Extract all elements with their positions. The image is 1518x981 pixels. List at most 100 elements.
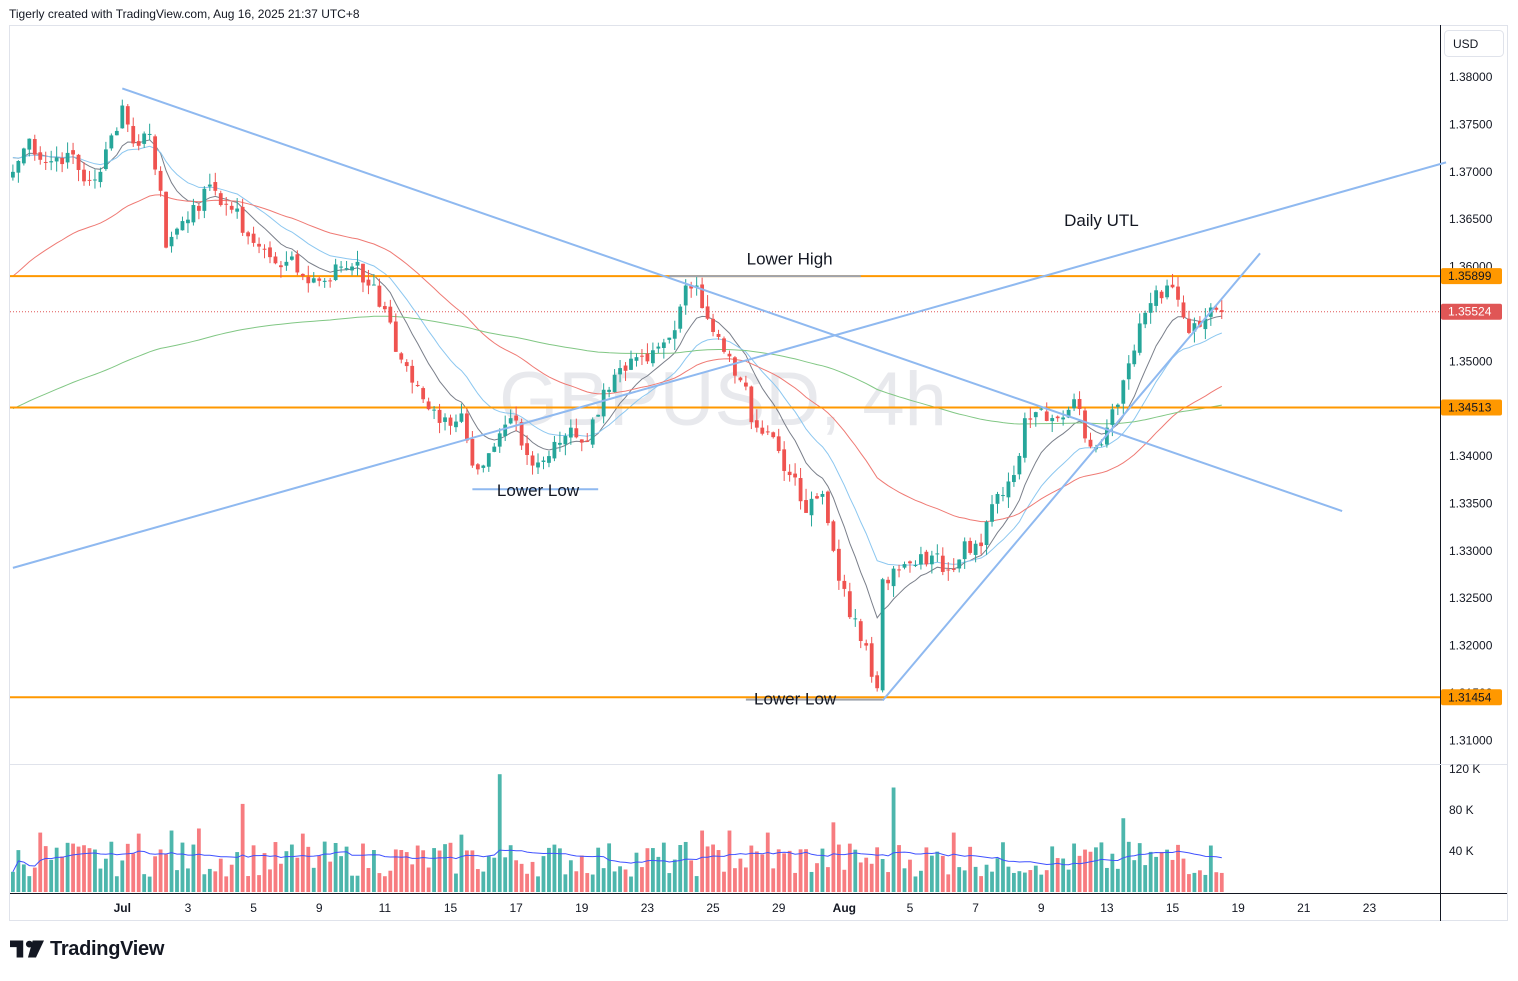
volume-tick-label: 120 K <box>1449 762 1480 776</box>
candle-body <box>700 284 705 309</box>
trendlines[interactable] <box>12 87 1447 702</box>
volume-bar <box>579 855 584 892</box>
volume-bar <box>700 830 705 892</box>
candle-body <box>590 419 595 445</box>
time-tick-label: 11 <box>379 901 392 915</box>
volume-bar <box>815 863 819 892</box>
volume-bar <box>1126 841 1131 892</box>
volume-bar <box>404 852 409 892</box>
candle-body <box>962 541 967 560</box>
candle-body <box>568 427 573 438</box>
candle-body <box>180 221 185 231</box>
volume-ma-line <box>12 849 1222 873</box>
candle-body <box>530 455 535 466</box>
candle-body <box>251 233 256 243</box>
volume-bar <box>1028 870 1033 892</box>
candle-body <box>268 247 272 258</box>
volume-bar <box>913 876 918 892</box>
volume-bar <box>448 842 453 892</box>
candle-body <box>11 171 15 178</box>
time-tick-label: 15 <box>444 901 458 915</box>
candle-body <box>432 409 436 411</box>
candle-body <box>415 384 420 387</box>
volume-bar <box>388 870 393 892</box>
volume-bar <box>426 867 431 892</box>
candle-body <box>995 493 1000 504</box>
aug-uptrend-trendline[interactable] <box>881 252 1261 702</box>
volume-bar <box>470 850 475 892</box>
candle-body <box>459 413 464 422</box>
price-tick-label: 1.32000 <box>1449 639 1493 653</box>
volume-bar <box>919 870 923 892</box>
candle-body <box>847 591 852 618</box>
candle-body <box>175 228 179 235</box>
candle-body <box>929 555 934 565</box>
volume-bar <box>229 864 234 892</box>
volume-bar <box>667 873 672 892</box>
candle-body <box>475 464 480 470</box>
volume-bar <box>1143 865 1148 892</box>
candle-body <box>601 389 606 417</box>
time-axis[interactable]: Jul 3 5 9 11 15 17 19 23 25 29 Aug 5 7 9 13 15 19 21 23 <box>114 901 1377 915</box>
volume-bar <box>1203 874 1208 892</box>
candle-body <box>760 427 765 434</box>
volume-bar <box>109 841 114 892</box>
volume-bar <box>311 867 316 892</box>
candle-body <box>864 643 869 646</box>
daily-utl-trendline[interactable] <box>12 161 1447 569</box>
annotation-label: Lower High <box>747 250 833 269</box>
candle-body <box>1039 408 1044 410</box>
price-axis[interactable]: 1.380001.375001.370001.365001.360001.355… <box>1441 70 1502 858</box>
volume-bar <box>908 859 912 892</box>
volume-bar <box>82 845 86 892</box>
volume-bar <box>826 867 830 892</box>
volume-bar <box>536 876 540 892</box>
candle-body <box>191 205 196 223</box>
candle-body <box>1176 286 1180 300</box>
current-price-badge <box>1441 303 1502 320</box>
candle-body <box>891 568 896 587</box>
candle-body <box>886 579 890 584</box>
candle-body <box>503 424 508 437</box>
volume-bar <box>694 876 699 892</box>
candle-body <box>213 182 218 191</box>
candle-body <box>98 171 103 183</box>
candle-body <box>147 133 152 135</box>
volume-bar <box>962 870 967 892</box>
candle-body <box>596 414 601 417</box>
candle-body <box>1044 411 1049 421</box>
volume-bar <box>1214 872 1219 892</box>
candle-body <box>1137 323 1142 353</box>
volume-bar <box>782 853 787 892</box>
volume-bar <box>514 860 519 892</box>
candle-body <box>196 205 201 211</box>
volume-bar <box>940 855 945 892</box>
volume-bar <box>968 846 973 892</box>
candle-body <box>1006 481 1011 498</box>
candle-body <box>54 157 59 162</box>
time-tick-label: 7 <box>972 901 979 915</box>
volume-bar <box>21 864 26 892</box>
tradingview-logo[interactable]: TradingView <box>10 938 164 961</box>
level-price-badge <box>1441 399 1502 416</box>
candle-body <box>634 357 639 361</box>
candle-body <box>328 280 333 282</box>
candle-body <box>1110 409 1115 425</box>
candle-body <box>257 243 261 247</box>
candle-body <box>804 500 808 513</box>
currency-button[interactable]: USD <box>1444 30 1504 57</box>
volume-bar <box>733 868 737 892</box>
candle-body <box>743 382 748 387</box>
volume-bar <box>465 850 469 892</box>
volume-bar <box>103 858 108 892</box>
candle-body <box>558 442 562 445</box>
candle-body <box>782 449 787 471</box>
volume-bar <box>793 872 798 892</box>
candle-body <box>404 362 409 367</box>
volume-bar <box>153 856 158 892</box>
candle-body <box>776 436 781 451</box>
price-tick-label: 1.35000 <box>1449 354 1493 368</box>
volume-bar <box>650 848 655 892</box>
upper-downtrend-trendline[interactable] <box>121 87 1343 512</box>
